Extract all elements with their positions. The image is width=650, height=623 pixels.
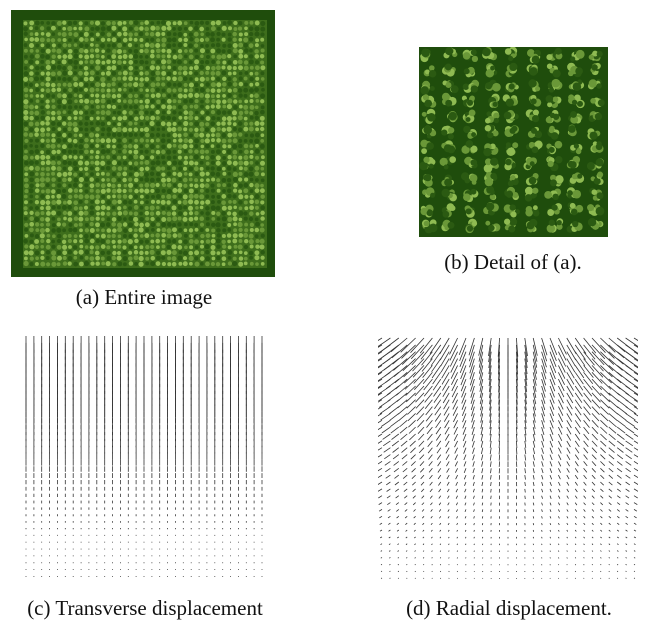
figure-a	[11, 10, 275, 277]
caption-b: (b) Detail of (a).	[444, 250, 582, 274]
caption-a: (a) Entire image	[75, 285, 213, 309]
orchard-image-entire	[11, 10, 275, 277]
plant-rows	[419, 47, 605, 234]
figure-c	[22, 332, 266, 578]
transverse-displacement-field	[25, 336, 263, 577]
vector-field	[378, 337, 638, 579]
vector-field	[25, 336, 263, 577]
radial-displacement-field	[378, 337, 638, 579]
plant-grid	[22, 19, 266, 267]
caption-d: (d) Radial displacement.	[406, 596, 612, 620]
orchard-image-detail	[419, 47, 608, 237]
figure-d	[378, 332, 638, 586]
caption-c: (c) Transverse displacement	[27, 596, 263, 620]
figure-b	[419, 47, 608, 237]
